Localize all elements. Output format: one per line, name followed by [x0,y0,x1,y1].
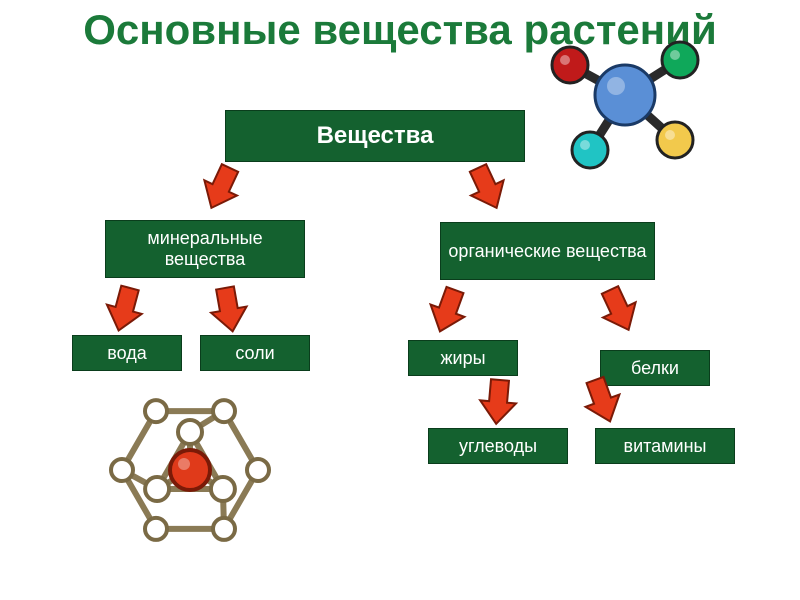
box-vitamins-label: витамины [624,436,707,457]
box-organic: органические вещества [440,222,655,280]
box-salts-label: соли [235,343,274,364]
box-carbs: углеводы [428,428,568,464]
box-fats-label: жиры [440,348,485,369]
box-vitamins: витамины [595,428,735,464]
box-carbs-label: углеводы [459,436,537,457]
molecule-icon-bottom-left [90,370,290,570]
box-proteins-label: белки [631,358,679,379]
box-root: Вещества [225,110,525,162]
box-salts: соли [200,335,310,371]
molecule-icon-top-right [535,10,715,180]
box-proteins: белки [600,350,710,386]
box-water: вода [72,335,182,371]
box-organic-label: органические вещества [448,241,646,262]
box-mineral: минеральные вещества [105,220,305,278]
box-fats: жиры [408,340,518,376]
box-mineral-label: минеральные вещества [112,228,298,269]
box-root-label: Вещества [317,122,434,150]
box-water-label: вода [107,343,147,364]
